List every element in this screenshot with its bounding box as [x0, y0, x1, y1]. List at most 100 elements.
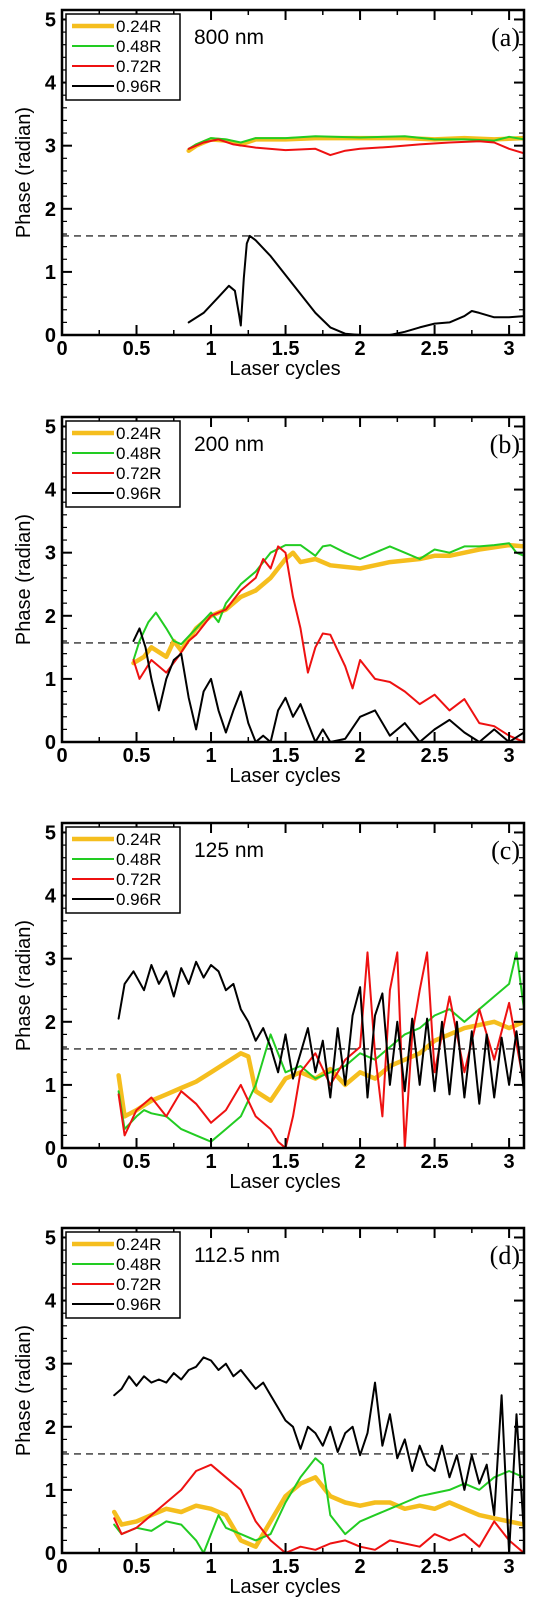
x-tick-label: 2 [355, 1151, 366, 1173]
legend-label: 0.72R [116, 1275, 161, 1294]
series-line-0.24R [111, 1475, 524, 1549]
x-tick-label: 0 [56, 1556, 67, 1578]
x-tick-label: 1.5 [272, 1556, 300, 1578]
legend-label: 0.24R [116, 424, 161, 443]
legend-label: 0.24R [116, 1235, 161, 1254]
y-tick-label: 3 [45, 949, 56, 971]
x-tick-label: 0 [56, 745, 67, 767]
x-tick-label: 2.5 [421, 1151, 449, 1173]
y-tick-label: 4 [45, 480, 57, 502]
x-tick-label: 3 [504, 745, 515, 767]
series-line-0.24R [116, 1019, 524, 1119]
series-line-0.96R [187, 234, 524, 335]
series-line-0.48R [187, 135, 524, 150]
legend-box [65, 420, 181, 508]
x-axis-title: Laser cycles [229, 358, 340, 380]
y-tick-label: 1 [45, 262, 56, 284]
y-axis-title: Phase (radian) [13, 920, 35, 1051]
x-axis-title: Laser cycles [229, 1576, 340, 1598]
y-axis-title: Phase (radian) [13, 107, 35, 238]
legend-label: 0.24R [116, 830, 161, 849]
x-tick-label: 1 [205, 1556, 216, 1578]
plot-frame [60, 1226, 526, 1555]
x-tick-label: 0 [56, 338, 67, 360]
x-tick-label: 2.5 [421, 1556, 449, 1578]
y-tick-label: 0 [45, 732, 56, 754]
legend-label: 0.24R [116, 17, 161, 36]
legend-label: 0.72R [116, 57, 161, 76]
plot-frame [60, 415, 526, 744]
series-line-0.72R [113, 1463, 524, 1553]
legend-label: 0.96R [116, 77, 161, 96]
y-tick-label: 0 [45, 325, 56, 347]
x-tick-label: 0.5 [123, 338, 151, 360]
y-tick-label: 5 [45, 416, 56, 438]
y-axis-title: Phase (radian) [13, 1325, 35, 1456]
series-line-0.48R [132, 542, 524, 661]
x-axis-title: Laser cycles [229, 765, 340, 787]
y-tick-label: 5 [45, 1227, 56, 1249]
series-line-0.24R [131, 542, 524, 666]
legend-label: 0.96R [116, 890, 161, 909]
y-axis-title: Phase (radian) [13, 514, 35, 645]
series-line-0.72R [187, 138, 524, 157]
wavelength-label: 200 nm [194, 433, 264, 456]
y-tick-label: 0 [45, 1543, 56, 1565]
y-tick-label: 1 [45, 669, 56, 691]
chart-panel-2: 0 0.5 1 1.5 2 2.5 3 0 1 2 3 4 5 Laser cycles Phase (ra… [13, 415, 526, 787]
y-tick-label: 0 [45, 1138, 56, 1160]
y-tick-label: 4 [45, 886, 57, 908]
y-tick-label: 3 [45, 1354, 56, 1376]
wavelength-label: 800 nm [194, 26, 264, 49]
x-tick-label: 1.5 [272, 1151, 300, 1173]
y-tick-label: 1 [45, 1075, 56, 1097]
panel-label: (b) [490, 430, 520, 459]
chart-panel-1: 0 0.5 1 1.5 2 2.5 3 0 1 2 3 4 5 Laser cycles Phase (ra… [13, 8, 526, 380]
x-tick-label: 1 [205, 1151, 216, 1173]
wavelength-label: 112.5 nm [194, 1244, 280, 1267]
x-tick-label: 1 [205, 745, 216, 767]
y-tick-label: 1 [45, 1480, 56, 1502]
legend-label: 0.72R [116, 870, 161, 889]
x-tick-label: 2 [355, 745, 366, 767]
legend-label: 0.96R [116, 484, 161, 503]
wavelength-label: 125 nm [194, 839, 264, 862]
x-tick-label: 0.5 [123, 745, 151, 767]
plot-frame [60, 821, 526, 1150]
y-tick-label: 5 [45, 822, 56, 844]
x-tick-label: 3 [504, 1556, 515, 1578]
panel-label: (d) [490, 1241, 520, 1270]
legend-label: 0.48R [116, 37, 161, 56]
legend-label: 0.96R [116, 1295, 161, 1314]
y-tick-label: 4 [45, 73, 57, 95]
y-tick-label: 3 [45, 136, 56, 158]
panel-label: (a) [491, 23, 520, 52]
y-tick-label: 2 [45, 1417, 56, 1439]
y-tick-label: 2 [45, 199, 56, 221]
x-tick-label: 0 [56, 1151, 67, 1173]
x-tick-label: 2 [355, 1556, 366, 1578]
legend-label: 0.48R [116, 444, 161, 463]
x-tick-label: 3 [504, 338, 515, 360]
x-tick-label: 2 [355, 338, 366, 360]
plot-frame [60, 8, 526, 337]
series-line-0.96R [117, 960, 524, 1105]
x-axis-title: Laser cycles [229, 1171, 340, 1193]
chart-panel-4: 0 0.5 1 1.5 2 2.5 3 0 1 2 3 4 5 Laser cycles Phase (ra… [13, 1226, 526, 1598]
x-tick-label: 1 [205, 338, 216, 360]
x-tick-label: 2.5 [421, 338, 449, 360]
x-tick-label: 2.5 [421, 745, 449, 767]
x-tick-label: 0.5 [123, 1556, 151, 1578]
x-tick-label: 1.5 [272, 745, 300, 767]
series-line-0.48R [113, 1457, 524, 1553]
y-tick-label: 4 [45, 1291, 57, 1313]
x-tick-label: 1.5 [272, 338, 300, 360]
y-tick-label: 2 [45, 1012, 56, 1034]
series-line-0.72R [132, 545, 524, 742]
x-tick-label: 0.5 [123, 1151, 151, 1173]
y-tick-label: 2 [45, 606, 56, 628]
series-line-0.96R [132, 627, 524, 742]
panel-label: (c) [491, 836, 520, 865]
legend-label: 0.48R [116, 1255, 161, 1274]
